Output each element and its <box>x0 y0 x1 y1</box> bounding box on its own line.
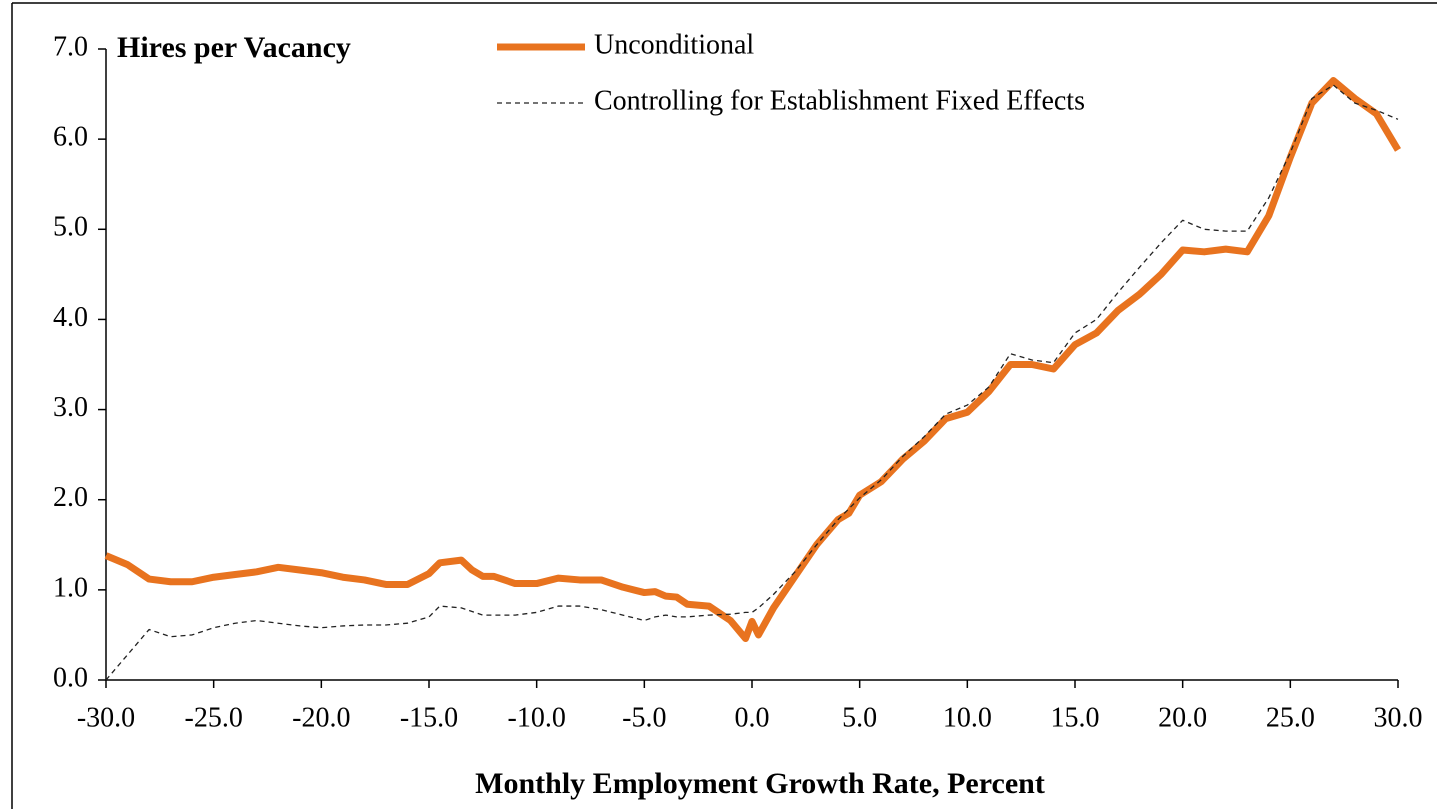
x-tick-label: 0.0 <box>735 702 770 733</box>
x-tick-label: 15.0 <box>1051 702 1100 733</box>
series-line <box>104 77 1402 643</box>
x-tick-label: 10.0 <box>943 702 992 733</box>
chart-title: Hires per Vacancy <box>117 31 351 64</box>
x-tick-label: 25.0 <box>1266 702 1315 733</box>
x-tick-label: -25.0 <box>185 702 243 733</box>
x-tick-label: -30.0 <box>77 702 135 733</box>
y-tick-label: 4.0 <box>53 302 88 333</box>
y-tick-label: 5.0 <box>53 212 88 243</box>
x-tick-label: -20.0 <box>292 702 350 733</box>
y-tick-label: 3.0 <box>53 392 88 423</box>
legend-label: Controlling for Establishment Fixed Effe… <box>594 85 1085 116</box>
legend-label: Unconditional <box>594 29 754 60</box>
x-tick-label: 20.0 <box>1158 702 1207 733</box>
x-tick-label: 30.0 <box>1374 702 1423 733</box>
x-tick-label: -10.0 <box>508 702 566 733</box>
x-axis-label: Monthly Employment Growth Rate, Percent <box>475 767 1045 800</box>
x-tick-label: -5.0 <box>622 702 666 733</box>
y-tick-label: 2.0 <box>53 482 88 513</box>
y-tick-label: 7.0 <box>53 31 88 62</box>
series-line <box>105 84 1399 681</box>
y-tick-label: 1.0 <box>53 572 88 603</box>
x-tick-label: -15.0 <box>400 702 458 733</box>
y-tick-label: 6.0 <box>53 122 88 153</box>
y-tick-label: 0.0 <box>53 662 88 693</box>
x-tick-label: 5.0 <box>842 702 877 733</box>
